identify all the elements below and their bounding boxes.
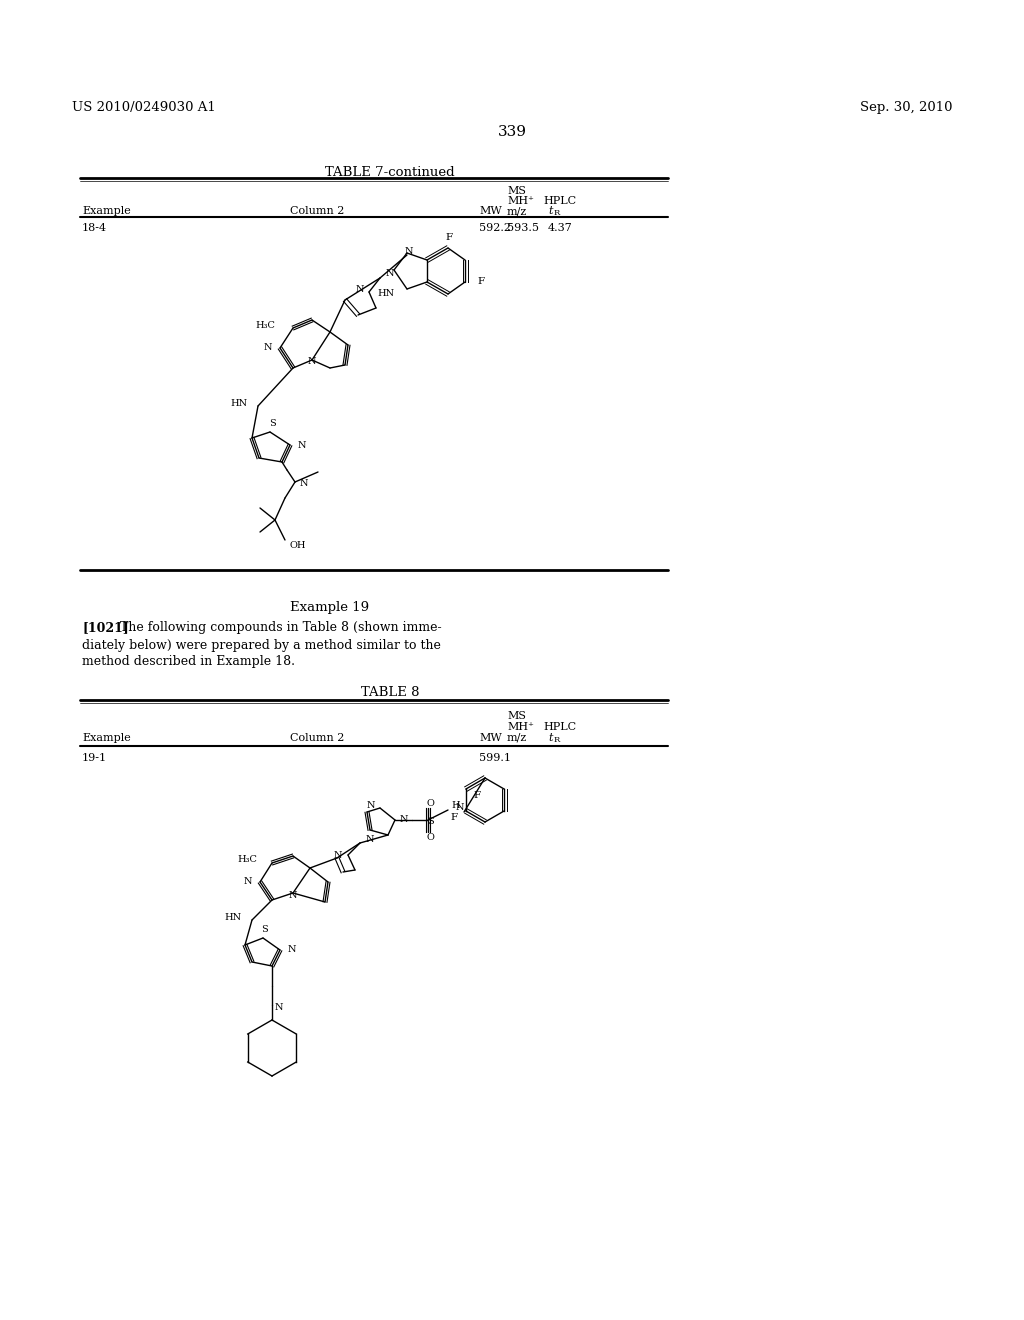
Text: N: N <box>308 358 316 367</box>
Text: TABLE 8: TABLE 8 <box>360 686 419 700</box>
Text: N: N <box>300 479 308 488</box>
Text: [1021]: [1021] <box>82 622 129 635</box>
Text: N: N <box>288 945 297 954</box>
Text: N: N <box>275 1002 284 1011</box>
Text: N: N <box>456 804 465 813</box>
Text: O: O <box>426 833 434 842</box>
Text: US 2010/0249030 A1: US 2010/0249030 A1 <box>72 102 216 115</box>
Text: MS: MS <box>507 186 526 195</box>
Text: N: N <box>298 441 306 450</box>
Text: R: R <box>554 737 560 744</box>
Text: diately below) were prepared by a method similar to the: diately below) were prepared by a method… <box>82 639 441 652</box>
Text: 592.2: 592.2 <box>479 223 511 234</box>
Text: HPLC: HPLC <box>543 722 577 733</box>
Text: N: N <box>386 269 394 279</box>
Text: F: F <box>477 277 484 286</box>
Text: HPLC: HPLC <box>543 195 577 206</box>
Text: HN: HN <box>225 913 242 923</box>
Text: N: N <box>244 878 252 887</box>
Text: Example 19: Example 19 <box>291 601 370 614</box>
Text: TABLE 7-continued: TABLE 7-continued <box>326 165 455 178</box>
Text: 4.37: 4.37 <box>548 223 572 234</box>
Text: t: t <box>548 733 553 743</box>
Text: F: F <box>451 813 458 822</box>
Text: The following compounds in Table 8 (shown imme-: The following compounds in Table 8 (show… <box>120 622 441 635</box>
Text: MW: MW <box>479 733 502 743</box>
Text: N: N <box>400 816 409 825</box>
Text: 339: 339 <box>498 125 526 139</box>
Text: N: N <box>334 850 342 859</box>
Text: Example: Example <box>82 733 131 743</box>
Text: F: F <box>445 234 453 243</box>
Text: Column 2: Column 2 <box>290 206 344 216</box>
Text: O: O <box>426 799 434 808</box>
Text: HN: HN <box>378 289 395 297</box>
Text: MH⁺: MH⁺ <box>507 722 534 733</box>
Text: 19-1: 19-1 <box>82 752 108 763</box>
Text: N: N <box>355 285 364 294</box>
Text: m/z: m/z <box>507 206 527 216</box>
Text: S: S <box>427 817 433 825</box>
Text: N: N <box>366 836 375 845</box>
Text: N: N <box>404 248 414 256</box>
Text: Example: Example <box>82 206 131 216</box>
Text: R: R <box>554 209 560 216</box>
Text: Sep. 30, 2010: Sep. 30, 2010 <box>859 102 952 115</box>
Text: N: N <box>289 891 297 900</box>
Text: H₃C: H₃C <box>255 321 275 330</box>
Text: t: t <box>548 206 553 216</box>
Text: MH⁺: MH⁺ <box>507 195 534 206</box>
Text: F: F <box>474 792 481 800</box>
Text: OH: OH <box>290 540 306 549</box>
Text: N: N <box>367 800 375 809</box>
Text: H: H <box>451 800 460 809</box>
Text: N: N <box>263 343 272 352</box>
Text: m/z: m/z <box>507 733 527 743</box>
Text: H₃C: H₃C <box>238 855 257 865</box>
Text: 593.5: 593.5 <box>507 223 539 234</box>
Text: Column 2: Column 2 <box>290 733 344 743</box>
Text: S: S <box>261 925 268 935</box>
Text: S: S <box>268 420 275 429</box>
Text: 18-4: 18-4 <box>82 223 108 234</box>
Text: MS: MS <box>507 711 526 721</box>
Text: method described in Example 18.: method described in Example 18. <box>82 656 295 668</box>
Text: HN: HN <box>230 400 248 408</box>
Text: MW: MW <box>479 206 502 216</box>
Text: 599.1: 599.1 <box>479 752 511 763</box>
